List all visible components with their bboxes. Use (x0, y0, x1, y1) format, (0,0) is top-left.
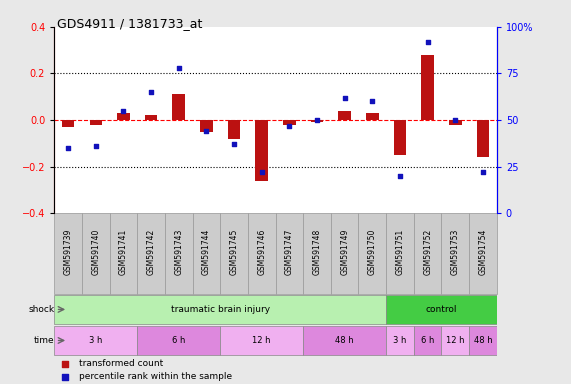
Text: GSM591741: GSM591741 (119, 229, 128, 275)
Point (340, 94, 349, 101)
Bar (137, 213, 165, 294)
Point (451, 117, 460, 123)
Bar (137, 326, 220, 355)
Bar (82, 213, 110, 294)
Text: 3 h: 3 h (89, 336, 102, 345)
Text: GSM591754: GSM591754 (478, 229, 488, 275)
Point (257, 169, 266, 175)
Text: time: time (34, 336, 54, 345)
Bar (441, 213, 469, 294)
Bar (414, 326, 441, 355)
Text: GSM591746: GSM591746 (257, 229, 266, 275)
Bar (275, 213, 303, 294)
Point (119, 108, 128, 114)
Text: GSM591752: GSM591752 (423, 229, 432, 275)
Point (174, 65, 183, 71)
Bar (220, 213, 248, 294)
Point (230, 141, 239, 147)
Text: 6 h: 6 h (172, 336, 186, 345)
Bar (283, 120, 296, 125)
Bar (469, 326, 497, 355)
Bar (386, 295, 497, 324)
Point (312, 117, 321, 123)
Text: GSM591744: GSM591744 (202, 229, 211, 275)
Bar (366, 113, 379, 120)
Bar (359, 213, 386, 294)
Text: GSM591750: GSM591750 (368, 229, 377, 275)
Point (147, 89, 156, 95)
Text: shock: shock (28, 305, 54, 314)
Bar (192, 213, 220, 294)
Text: GSM591749: GSM591749 (340, 229, 349, 275)
Bar (117, 113, 130, 120)
Bar (331, 213, 359, 294)
Text: GSM591747: GSM591747 (285, 229, 294, 275)
Bar (228, 120, 240, 139)
Bar (394, 120, 406, 155)
Text: 48 h: 48 h (473, 336, 492, 345)
Point (61, 361, 70, 367)
Bar (311, 120, 323, 122)
Point (478, 169, 488, 175)
Bar (303, 213, 331, 294)
Text: GSM591745: GSM591745 (230, 229, 239, 275)
Text: percentile rank within the sample: percentile rank within the sample (79, 372, 232, 381)
Bar (165, 213, 192, 294)
Bar (54, 326, 137, 355)
Text: 6 h: 6 h (421, 336, 435, 345)
Text: traumatic brain injury: traumatic brain injury (171, 305, 270, 314)
Text: GSM591748: GSM591748 (312, 229, 321, 275)
Text: 3 h: 3 h (393, 336, 407, 345)
Bar (220, 326, 303, 355)
Point (423, 39, 432, 45)
Point (395, 173, 404, 179)
Bar (54, 295, 386, 324)
Bar (469, 213, 497, 294)
Text: transformed count: transformed count (79, 359, 163, 368)
Point (368, 98, 377, 104)
Bar (386, 326, 414, 355)
Text: 12 h: 12 h (446, 336, 465, 345)
Bar (421, 55, 434, 120)
Text: GSM591739: GSM591739 (63, 229, 73, 275)
Point (63, 145, 73, 151)
Text: 48 h: 48 h (335, 336, 354, 345)
Text: GSM591740: GSM591740 (91, 229, 100, 275)
Bar (248, 213, 275, 294)
Text: GSM591751: GSM591751 (396, 229, 404, 275)
Point (285, 122, 294, 129)
Point (61, 374, 70, 380)
Bar (110, 213, 137, 294)
Bar (255, 120, 268, 180)
Bar (386, 213, 414, 294)
Text: GDS4911 / 1381733_at: GDS4911 / 1381733_at (57, 17, 203, 30)
Bar (414, 213, 441, 294)
Text: GSM591742: GSM591742 (147, 229, 155, 275)
Bar (172, 94, 185, 120)
Bar (441, 326, 469, 355)
Text: GSM591753: GSM591753 (451, 229, 460, 275)
Bar (339, 111, 351, 120)
Point (91, 143, 100, 149)
Bar (62, 120, 74, 127)
Bar (90, 120, 102, 125)
Bar (449, 120, 461, 125)
Bar (477, 120, 489, 157)
Bar (200, 120, 212, 132)
Point (202, 128, 211, 134)
Text: GSM591743: GSM591743 (174, 229, 183, 275)
Text: 12 h: 12 h (252, 336, 271, 345)
Bar (54, 213, 82, 294)
Bar (303, 326, 386, 355)
Text: control: control (426, 305, 457, 314)
Bar (145, 115, 157, 120)
